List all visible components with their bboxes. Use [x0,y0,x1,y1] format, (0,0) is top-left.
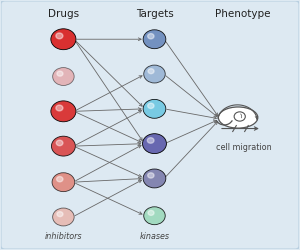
Circle shape [52,136,75,156]
Circle shape [57,212,63,217]
Circle shape [51,29,76,50]
Text: Drugs: Drugs [48,10,79,20]
Circle shape [56,33,63,39]
Circle shape [56,140,63,146]
Circle shape [143,169,166,188]
Circle shape [147,138,154,143]
Text: kinases: kinases [140,232,169,240]
Circle shape [234,112,245,121]
Text: inhibitors: inhibitors [45,232,82,240]
Circle shape [143,100,166,118]
Circle shape [57,71,63,76]
Circle shape [142,134,167,154]
Text: Targets: Targets [136,10,173,20]
Circle shape [148,34,154,39]
Circle shape [148,173,154,178]
Circle shape [148,103,154,108]
Circle shape [144,207,165,225]
Circle shape [53,208,74,226]
Text: cell migration: cell migration [216,144,272,152]
Circle shape [148,69,154,74]
Circle shape [51,101,76,122]
Circle shape [148,210,154,216]
Circle shape [52,173,75,192]
Circle shape [53,68,74,86]
Circle shape [57,176,63,182]
Circle shape [56,105,63,111]
Ellipse shape [218,107,258,128]
Text: Phenotype: Phenotype [215,10,270,20]
Circle shape [144,65,165,83]
Circle shape [143,30,166,49]
